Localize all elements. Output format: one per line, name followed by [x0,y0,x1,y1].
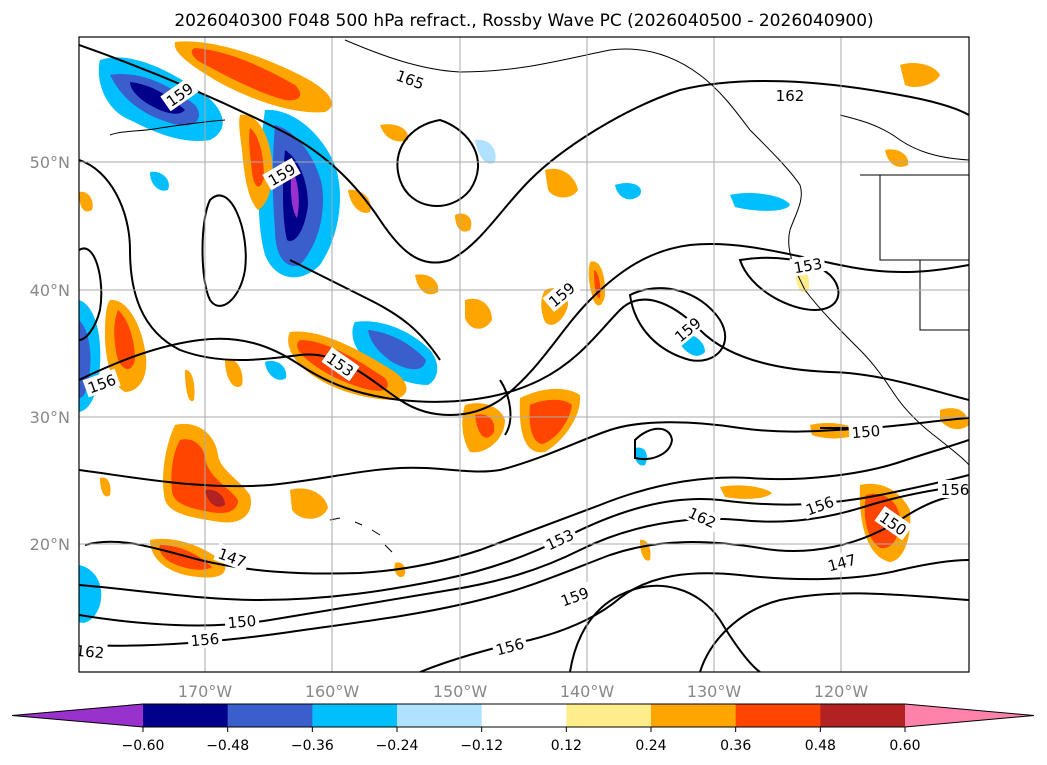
colorbar-segment [820,704,906,727]
contour-label: 156 [190,630,220,650]
contour-label-background [789,253,827,277]
contour-label-background [262,157,301,191]
coastlines [109,39,969,553]
colorbar-tick-label: −0.60 [122,738,165,754]
colorbar-tick-label: −0.24 [376,738,419,754]
y-tick-label: 40°N [30,281,70,300]
y-tick-label: 20°N [30,535,70,554]
colorbar-tick-label: 0.48 [805,738,836,754]
contour-label-background [542,276,581,313]
x-tick-label: 120°W [814,682,869,701]
contour-label-background [938,480,969,498]
x-tick-label: 130°W [687,682,742,701]
contour-label-background [82,368,121,398]
colorbar-tick-label: 0.12 [551,738,582,754]
chart-title: 2026040300 F048 500 hPa refract., Rossby… [174,11,873,31]
x-tick-label: 170°W [178,682,233,701]
colorbar-segment [566,704,652,727]
contour-label: 150 [851,422,881,442]
x-tick-label: 140°W [560,682,615,701]
colorbar-tick-label: 0.24 [635,738,666,754]
colorbar-tick-label: 0.36 [720,738,751,754]
contour-label-background [668,311,707,348]
contour-label-background [540,523,579,555]
contour-label: 156 [941,481,970,499]
y-tick-label: 50°N [30,153,70,172]
contour-label-background [773,86,807,104]
contour-label-background [874,506,913,541]
contour-label: 153 [792,255,823,278]
contour-label-background [160,77,199,112]
contour-label-background [321,347,360,382]
colorbar-segment [735,704,821,727]
colorbar-segment [651,704,737,727]
contour-label-background [224,610,260,632]
colorbar: −0.60 −0.48 −0.36 −0.24 −0.12 0.12 0.24 0.36 0.4… [11,703,1035,754]
contour-label: 150 [227,612,257,632]
colorbar-segment [397,704,483,727]
colorbar-tick-label: −0.36 [291,738,334,754]
colorbar-segment [312,704,398,727]
contour-label: 162 [75,642,105,662]
contour-label-background [800,490,839,520]
colorbar-segment [481,704,567,727]
contour-label-background [79,640,108,662]
contour-label-background [848,420,884,442]
colorbar-segment [12,704,143,727]
y-axis-ticks: 20°N 30°N 40°N 50°N [30,153,70,554]
contour-label-background [822,548,861,576]
contour-label-background [187,628,223,650]
map-frame [78,36,970,673]
contour-label-background [683,501,722,533]
colorbar-segment [905,704,1034,727]
colorbar-tick-label: −0.48 [206,738,249,754]
negative-anomaly-regions [79,57,790,623]
contour-label-background [555,581,594,611]
x-tick-label: 150°W [433,682,488,701]
contour-label: 162 [776,87,805,105]
colorbar-segment [143,704,229,727]
contour-label-background [490,632,529,660]
contour-label-background [213,542,252,572]
colorbar-segment [227,704,313,727]
y-tick-label: 30°N [30,408,70,427]
colorbar-tick-label: 0.60 [889,738,920,754]
x-axis-ticks: 170°W 160°W 150°W 140°W 130°W 120°W [178,682,869,701]
x-tick-label: 160°W [305,682,360,701]
contour-label-background [391,64,430,94]
colorbar-tick-label: −0.12 [460,738,503,754]
